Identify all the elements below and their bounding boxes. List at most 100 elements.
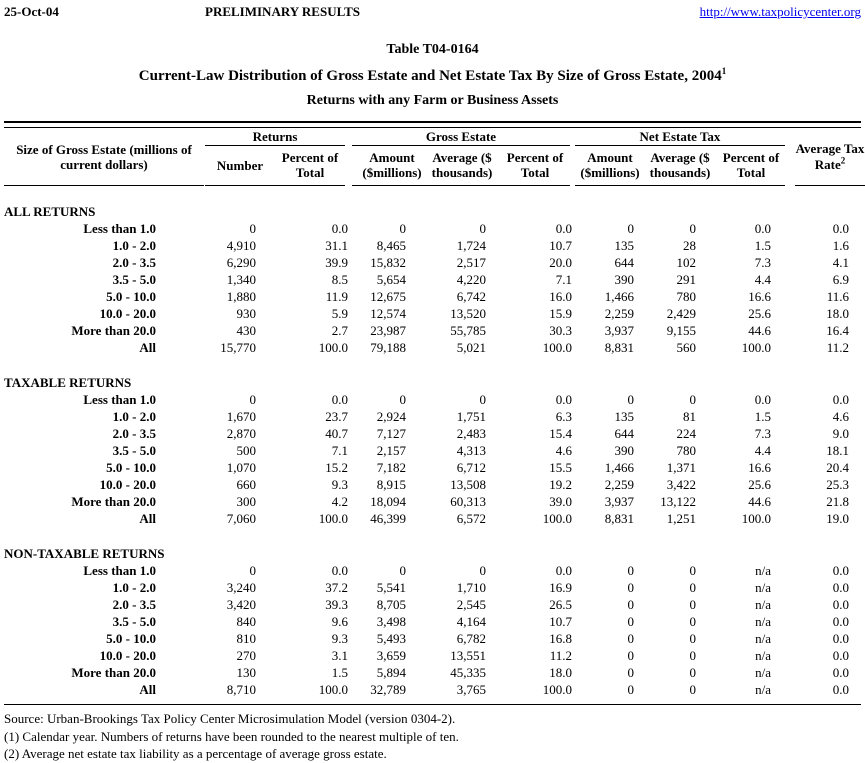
table-cell: 1,724 (456, 238, 486, 253)
row-label: 3.5 - 5.0 (112, 443, 156, 458)
table-cell: 6,712 (456, 460, 486, 475)
table-row: 5.0 - 10.0 1,070 15.2 7,182 6,712 15.5 1,466 1,… (4, 459, 861, 476)
table-cell: 44.6 (748, 494, 771, 509)
row-label: 10.0 - 20.0 (99, 306, 156, 321)
group-header-gross-estate: Gross Estate (352, 128, 570, 146)
table-cell: 1,751 (456, 409, 486, 424)
table-cell: 5,894 (376, 665, 406, 680)
table-cell: 0.0 (832, 631, 849, 646)
table-cell: 8.5 (331, 272, 348, 287)
table-cell: 0 (249, 221, 257, 236)
table-cell: 100.0 (741, 340, 771, 355)
table-cell: 7.1 (331, 443, 348, 458)
table-cell: 1.6 (832, 238, 849, 253)
table-cell: 6,782 (456, 631, 486, 646)
table-cell: 100.0 (318, 511, 348, 526)
table-cell: 10.7 (549, 238, 572, 253)
table-cell: 4.4 (754, 272, 771, 287)
table-cell: 4,910 (226, 238, 256, 253)
table-cell: 46,399 (370, 511, 406, 526)
table-cell: 0.0 (754, 392, 771, 407)
table-cell: 44.6 (748, 323, 771, 338)
table-cell: 4,164 (456, 614, 486, 629)
row-label: 3.5 - 5.0 (112, 614, 156, 629)
table-cell: 39.0 (549, 494, 572, 509)
table-cell: 0 (627, 631, 635, 646)
table-cell: 2,870 (226, 426, 256, 441)
table-cell: 2.7 (331, 323, 348, 338)
table-cell: 135 (614, 238, 635, 253)
table-cell: 28 (683, 238, 696, 253)
footnotes: Source: Urban-Brookings Tax Policy Cente… (4, 710, 861, 763)
table-cell: 23.7 (325, 409, 348, 424)
table-cell: 0 (689, 614, 697, 629)
website-link[interactable]: http://www.taxpolicycenter.org (699, 4, 861, 19)
table-cell: 1,710 (456, 580, 486, 595)
table-row: Less than 1.0 0 0.0 0 0 0.0 0 0 n/a 0.0 (4, 562, 861, 579)
header-rule-returns (205, 185, 345, 186)
table-cell: 5,654 (376, 272, 406, 287)
table-cell: 40.7 (325, 426, 348, 441)
table-cell: 2,483 (456, 426, 486, 441)
table-cell: 8,710 (226, 682, 256, 697)
table-section: TAXABLE RETURNS Less than 1.0 0 0.0 0 0 0.0 0 0 0… (4, 374, 861, 527)
table-cell: 810 (236, 631, 257, 646)
table-cell: 8,705 (376, 597, 406, 612)
table-row: Less than 1.0 0 0.0 0 0 0.0 0 0 0.0 0.0 (4, 220, 861, 237)
table-cell: 1,466 (604, 289, 634, 304)
table-cell: 0 (689, 580, 697, 595)
table-cell: 0.0 (331, 221, 348, 236)
row-label: All (139, 511, 156, 526)
table-cell: 3.1 (331, 648, 348, 663)
table-row: 10.0 - 20.0 660 9.3 8,915 13,508 19.2 2,259 3,4… (4, 476, 861, 493)
table-cell: 0.0 (832, 563, 849, 578)
table-cell: 16.6 (748, 460, 771, 475)
table-cell: 0 (627, 392, 635, 407)
table-cell: 291 (676, 272, 697, 287)
table-cell: 5.9 (331, 306, 348, 321)
table-cell: 3,937 (604, 323, 634, 338)
table-cell: 2,259 (604, 477, 634, 492)
table-cell: n/a (755, 648, 771, 663)
table-cell: 3,937 (604, 494, 634, 509)
table-cell: 12,574 (370, 306, 406, 321)
section-header: TAXABLE RETURNS (4, 375, 132, 390)
table-cell: 100.0 (318, 340, 348, 355)
table-cell: 0.0 (832, 597, 849, 612)
table-cell: 15,770 (220, 340, 256, 355)
table-cell: 21.8 (826, 494, 849, 509)
table-cell: 19.2 (549, 477, 572, 492)
table-cell: 0.0 (832, 614, 849, 629)
column-header-number: Number (216, 157, 264, 173)
group-header-net-estate-tax: Net Estate Tax (575, 128, 785, 146)
table-row: More than 20.0 430 2.7 23,987 55,785 30.3 3,93… (4, 322, 861, 339)
row-label: 1.0 - 2.0 (112, 409, 156, 424)
table-cell: 12,675 (370, 289, 406, 304)
table-cell: n/a (755, 682, 771, 697)
table-subtitle: Returns with any Farm or Business Assets (306, 93, 559, 108)
row-label: 2.0 - 3.5 (112, 597, 156, 612)
table-cell: 4,313 (456, 443, 486, 458)
table-cell: 20.0 (549, 255, 572, 270)
table-cell: 13,551 (450, 648, 486, 663)
table-cell: 18,094 (370, 494, 406, 509)
column-header-net-percent-of-total: Percent of Total (722, 150, 780, 180)
table-cell: 270 (236, 648, 257, 663)
table-cell: 780 (676, 289, 697, 304)
table-cell: 0 (689, 648, 697, 663)
table-cell: 20.4 (826, 460, 849, 475)
table-row: More than 20.0 130 1.5 5,894 45,335 18.0 0 0 n/a… (4, 664, 861, 681)
table-cell: 13,508 (450, 477, 486, 492)
page: 25-Oct-04 PRELIMINARY RESULTS http://www… (0, 4, 865, 763)
footnote-1: (1) Calendar year. Numbers of returns ha… (4, 728, 459, 744)
table-cell: 5,541 (376, 580, 406, 595)
table-cell: 15.4 (549, 426, 572, 441)
table-cell: 1.5 (754, 238, 771, 253)
table-cell: 100.0 (542, 682, 572, 697)
table-cell: 55,785 (450, 323, 486, 338)
table-cell: 0 (689, 631, 697, 646)
table-cell: 0 (627, 614, 635, 629)
column-header-gross-percent-of-total: Percent of Total (506, 150, 564, 180)
title-block: Table T04-0164 Current-Law Distribution … (4, 42, 861, 109)
table-top-rule (4, 121, 861, 128)
